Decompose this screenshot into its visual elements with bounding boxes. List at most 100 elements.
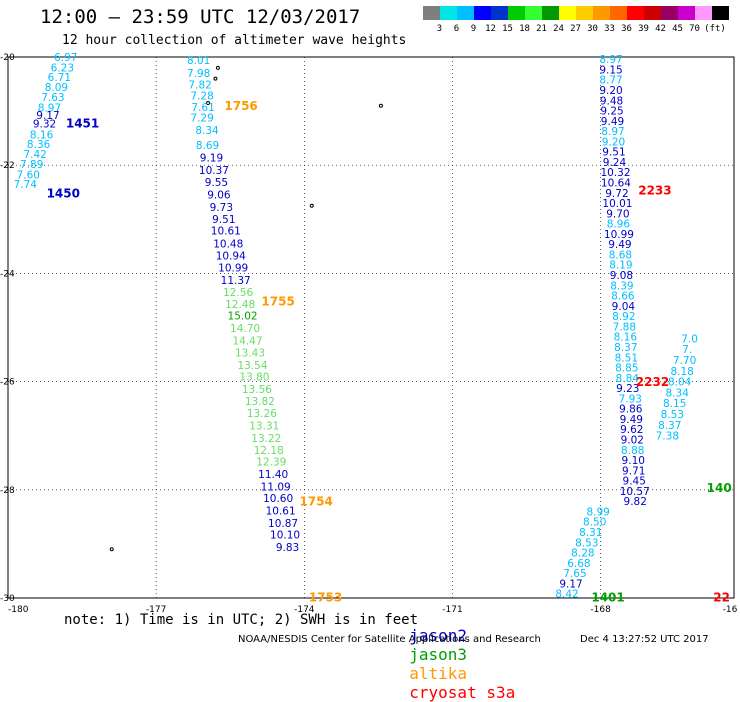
wave-height-value: 8.16 [30, 129, 54, 141]
wave-height-value: 8.85 [615, 363, 638, 375]
pass-time-label: 1753 [309, 590, 342, 604]
wave-height-value: 15.02 [228, 311, 258, 323]
wave-height-value: 7. [682, 344, 692, 356]
wave-height-value: 10.64 [601, 178, 631, 190]
scale-swatch [508, 6, 525, 20]
wave-height-value: 12.39 [256, 457, 286, 469]
scale-swatch [678, 6, 695, 20]
wave-height-value: 8.39 [610, 280, 633, 292]
note-text: note: 1) Time is in UTC; 2) SWH is in fe… [64, 612, 419, 628]
scale-swatch [525, 6, 542, 20]
wave-height-value: 12.18 [254, 445, 284, 457]
scale-label: 9 [470, 24, 477, 34]
credit-timestamp: Dec 4 13:27:52 UTC 2017 [580, 634, 709, 645]
wave-height-value: 10.60 [263, 493, 293, 505]
wave-height-value: 9.86 [619, 404, 643, 416]
wave-height-value: 13.43 [235, 347, 265, 359]
wave-height-value: 9.62 [620, 424, 643, 436]
satellite-legend: jason2 jason3 altika cryosat s3a [390, 607, 527, 702]
legend-altika: altika [409, 664, 468, 683]
scale-label: 21 [536, 24, 547, 34]
wave-height-value: 13.80 [239, 372, 269, 384]
wave-height-value: 12.48 [225, 299, 255, 311]
wave-height-value: 11.09 [261, 482, 291, 494]
page-title: 12:00 – 23:59 UTC 12/03/2017 [40, 6, 361, 28]
wave-height-value: 7.28 [190, 90, 213, 102]
y-tick-label: -20 [0, 53, 15, 63]
legend-jason2: jason2 [409, 626, 468, 645]
wave-height-value: 8.36 [27, 139, 51, 151]
pass-time-label: 140 [707, 481, 732, 495]
page-subtitle: 12 hour collection of altimeter wave hei… [62, 33, 407, 48]
pass-time-label: 2233 [638, 184, 671, 198]
wave-height-value: 7.74 [14, 179, 38, 191]
pass-time-label: 2232 [636, 375, 669, 389]
wave-height-value: 8.16 [614, 332, 638, 344]
wave-height-value: 8.50 [583, 517, 606, 529]
wave-height-value: 8.01 [187, 55, 210, 67]
wave-height-value: 6.97 [54, 52, 77, 64]
wave-height-value: 10.37 [199, 165, 229, 177]
wave-height-value: 7.82 [188, 80, 211, 92]
wave-height-value: 8.37 [658, 420, 681, 432]
pass-time-label: 22 [713, 590, 730, 604]
island-outline [213, 76, 218, 81]
island-outline [378, 103, 383, 108]
wave-height-value: 8.53 [575, 537, 598, 549]
wave-height-value: 11.37 [221, 275, 251, 287]
wave-height-value: 8.97 [601, 126, 624, 138]
scale-swatch [576, 6, 593, 20]
wave-height-value: 7.65 [563, 568, 586, 580]
wave-height-value: 10.99 [218, 262, 248, 274]
wave-height-value: 6.68 [567, 558, 590, 570]
wave-height-value: 9.32 [33, 119, 56, 131]
scale-label: 33 [604, 24, 615, 34]
wave-height-value: 8.51 [615, 352, 638, 364]
wave-height-value: 10.61 [266, 505, 296, 517]
scale-swatch [491, 6, 508, 20]
wave-height-value: 8.68 [609, 249, 632, 261]
wave-height-value: 9.19 [200, 153, 223, 165]
scale-label: 3 [436, 24, 443, 34]
pass-time-label: 1451 [66, 117, 99, 131]
wave-height-value: 7.88 [613, 321, 636, 333]
wave-height-value: 9.08 [610, 270, 633, 282]
x-tick-label: -174 [294, 605, 315, 615]
scale-label: 6 [453, 24, 460, 34]
wave-height-value: 10.99 [604, 229, 634, 241]
wave-height-value: 10.87 [268, 518, 298, 530]
scale-label: 15 [502, 24, 513, 34]
x-tick-label: -180 [8, 605, 29, 615]
wave-height-value: 8.66 [611, 291, 635, 303]
wave-height-value: 13.22 [251, 433, 281, 445]
wave-height-value: 8.96 [607, 219, 631, 231]
wave-height-value: 10.57 [620, 486, 650, 498]
scale-label: 12 [485, 24, 496, 34]
wave-height-value: 9.82 [624, 496, 647, 508]
map-frame [7, 56, 735, 599]
scale-swatch [695, 6, 712, 20]
scale-swatch [457, 6, 474, 20]
wave-height-map: -180 -177 -174 -171 -168 -16 -20 -22 -24 -26 -28 -3… [0, 52, 738, 615]
wave-height-value: 9.25 [600, 106, 623, 118]
y-tick-label: -22 [0, 161, 15, 171]
wave-height-value: 13.82 [245, 396, 275, 408]
wave-height-value: 8.34 [666, 387, 690, 399]
wave-height-value: 7.70 [673, 355, 696, 367]
wave-height-value: 8.53 [661, 409, 684, 421]
scale-swatch [423, 6, 440, 20]
wave-height-value: 8.18 [670, 366, 693, 378]
wave-height-value: 6.23 [51, 62, 74, 74]
scale-swatch [559, 6, 576, 20]
wave-height-value: 9.51 [602, 147, 625, 159]
wave-height-value: 9.49 [608, 239, 631, 251]
wave-height-value: 14.70 [230, 323, 260, 335]
scale-label: 30 [587, 24, 598, 34]
wave-height-value: 8.31 [579, 527, 602, 539]
wave-height-value: 9.49 [620, 414, 643, 426]
wave-height-value: 9.83 [276, 542, 299, 554]
wave-height-value: 9.71 [622, 465, 645, 477]
y-tick-label: -30 [0, 594, 15, 604]
wave-height-value: 8.19 [609, 260, 632, 272]
wave-height-value: 7.29 [190, 113, 213, 125]
